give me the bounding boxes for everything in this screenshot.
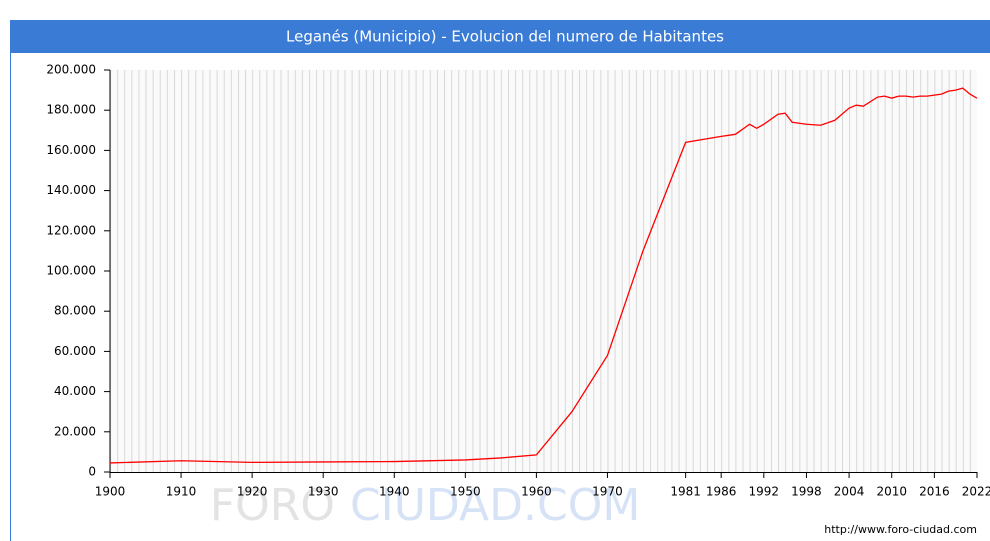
x-tick-label: 1920	[237, 485, 268, 499]
x-tick-label: 2016	[919, 485, 950, 499]
x-tick-label: 1981	[670, 485, 701, 499]
x-tick-label: 1992	[749, 485, 780, 499]
y-tick-label: 20.000	[54, 424, 96, 438]
y-tick-label: 200.000	[46, 63, 96, 77]
x-tick-label: 1970	[592, 485, 623, 499]
watermark: FORO	[210, 480, 335, 531]
y-tick-label: 140.000	[46, 183, 96, 197]
x-tick-label: 1950	[450, 485, 481, 499]
y-tick-label: 80.000	[54, 304, 96, 318]
x-tick-label: 1910	[166, 485, 197, 499]
y-tick-label: 160.000	[46, 143, 96, 157]
x-tick-label: 2004	[834, 485, 865, 499]
x-tick-label: 1940	[379, 485, 410, 499]
y-tick-label: 100.000	[46, 264, 96, 278]
chart-title: Leganés (Municipio) - Evolucion del nume…	[286, 28, 724, 46]
watermark: CIUDAD.COM	[350, 480, 640, 531]
x-tick-label: 1998	[791, 485, 822, 499]
x-tick-label: 1986	[706, 485, 737, 499]
x-tick-label: 1960	[521, 485, 552, 499]
y-tick-label: 180.000	[46, 103, 96, 117]
source: http://www.foro-ciudad.com	[824, 523, 977, 536]
x-tick-label: 2022	[962, 485, 990, 499]
y-tick-label: 0	[88, 465, 96, 479]
series-line	[109, 87, 978, 464]
x-tick-label: 1930	[308, 485, 339, 499]
y-tick-label: 40.000	[54, 384, 96, 398]
title-bar	[10, 20, 990, 53]
x-tick-label: 2010	[876, 485, 907, 499]
y-tick-label: 120.000	[46, 223, 96, 237]
y-tick-label: 60.000	[54, 344, 96, 358]
plot-area	[110, 70, 977, 472]
x-tick-label: 1900	[95, 485, 126, 499]
